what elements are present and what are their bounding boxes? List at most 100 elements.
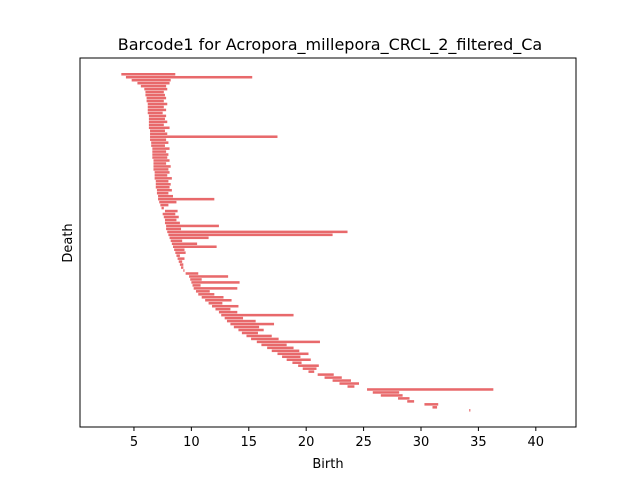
barcode-interval [147,108,167,112]
barcode-interval [155,180,169,183]
barcode-interval [161,206,164,210]
barcode-interval [144,87,168,91]
barcode-interval [148,114,167,118]
barcode-interval [162,212,176,216]
barcode-interval [238,328,264,332]
barcode-interval [155,183,171,186]
barcode-interval [137,81,170,85]
barcode-interval [131,78,171,82]
barcode-interval [221,313,294,317]
barcode-interval [158,194,173,198]
barcode-interval [154,171,170,174]
barcode-interval [215,307,231,311]
barcode-interval [469,409,471,412]
barcode-interval [155,186,170,189]
x-tick-label: 35 [470,435,487,450]
barcode-interval [195,290,210,293]
chart-title: Barcode1 for Acropora_millepora_CRCL_2_f… [118,35,542,55]
barcode-interval [146,99,164,103]
x-tick-label: 30 [413,435,430,450]
barcode-interval [193,287,238,290]
barcode-interval [147,102,168,106]
barcode-interval [277,352,309,356]
barcode-interval [372,391,400,394]
barcode-interval [226,319,256,323]
barcode-interval [154,177,172,180]
barcode-interval [282,355,301,359]
barcode-interval [201,296,224,299]
barcode-interval [191,281,240,284]
barcode-interval [292,361,302,364]
x-axis-ticks: 5 10 15 20 25 30 35 40 [130,427,544,450]
barcode-interval [150,129,165,133]
x-tick-label: 15 [241,435,258,450]
barcode-interval [398,397,410,400]
barcode-interval [192,284,201,287]
barcode-interval [152,150,167,153]
x-tick-label: 20 [298,435,315,450]
x-tick-label: 40 [528,435,545,450]
barcode-interval [158,197,215,201]
barcode-interval [150,138,167,141]
barcode-interval [176,254,180,257]
barcode-interval [121,73,176,76]
barcode-interval [152,156,168,159]
barcode-interval [151,144,165,147]
x-tick-label: 25 [355,435,372,450]
x-axis-label: Birth [312,457,343,472]
barcode-interval [147,105,164,109]
barcode-interval [153,165,171,168]
barcode-interval [339,382,359,385]
barcode-interval [151,141,169,144]
barcode-interval [153,162,167,165]
barcode-interval [190,278,202,281]
barcode-interval [140,84,167,88]
barcode-interval [432,406,438,409]
barcode-interval [424,403,439,406]
barcode-interval [407,400,415,403]
barcode-interval [163,215,179,219]
barcode-interval [246,334,272,338]
barcode-intervals [121,73,494,412]
barcode-interval [224,316,244,320]
barcode-interval [241,331,258,335]
barcode-interval [230,322,275,326]
barcode-interval [154,174,168,177]
plot-frame [79,57,577,428]
y-axis-label: Death [61,223,76,262]
x-tick-label: 5 [130,435,138,450]
barcode-interval [148,120,168,124]
barcode-interval [185,272,199,275]
barcode-interval [125,75,253,79]
barcode-interval [160,203,169,207]
barcode-interval [166,224,219,228]
barcode-interval [189,275,229,278]
barcode-interval [380,394,403,397]
barcode-interval [152,147,170,150]
barcode-interval [148,126,170,130]
barcode-interval [324,376,342,379]
barcode-interval [181,266,184,269]
barcode-interval [179,263,184,266]
barcode-interval [147,111,163,115]
barcode-interval [233,325,260,329]
barcode-interval [205,299,232,302]
barcode-interval [261,343,287,347]
barcode-interval [251,337,279,341]
barcode-interval [208,301,223,305]
barcode-interval [148,123,164,127]
barcode-interval [164,218,177,222]
barcode-interval [150,132,168,135]
barcode-interval [164,209,178,213]
barcode-interval [169,236,209,240]
barcode-interval [183,269,185,272]
barcode-interval [170,239,183,243]
barcode-interval [145,90,164,94]
barcode-interval [317,373,334,376]
barcode-interval [298,364,319,367]
barcode-interval [178,260,183,263]
barcode-interval [177,257,185,260]
barcode-interval [173,245,217,248]
barcode-interval [146,96,167,100]
